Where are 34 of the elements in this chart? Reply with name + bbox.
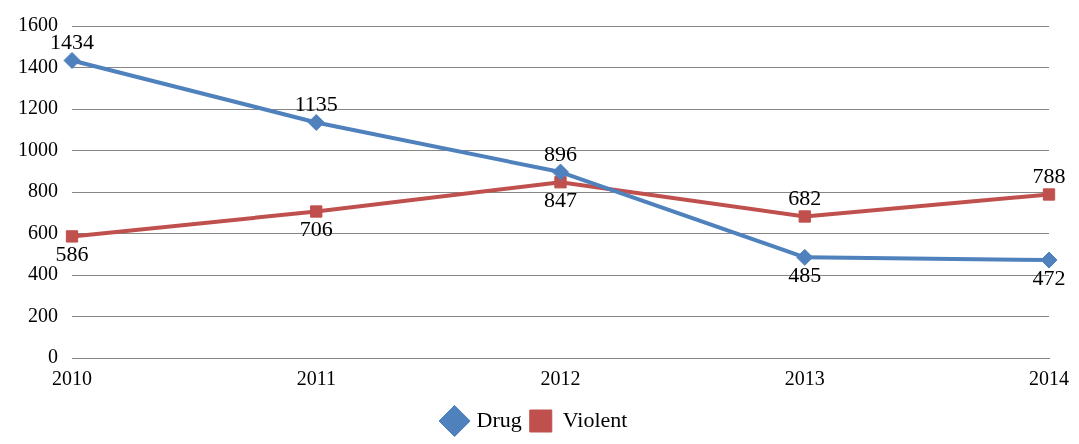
y-tick-label: 800 bbox=[28, 179, 58, 202]
point bbox=[65, 230, 79, 243]
point bbox=[552, 163, 569, 181]
y-tick-label: 1400 bbox=[18, 54, 58, 77]
point bbox=[1040, 251, 1058, 269]
legend-label: Drug bbox=[476, 406, 522, 432]
data-label: 896 bbox=[544, 140, 577, 166]
point bbox=[798, 210, 811, 223]
legend-label: Violent bbox=[562, 406, 628, 432]
data-label: 706 bbox=[299, 216, 333, 242]
point bbox=[307, 113, 325, 131]
point bbox=[1042, 188, 1056, 201]
y-tick-label: 1600 bbox=[18, 13, 58, 36]
y-tick-label: 0 bbox=[48, 345, 58, 368]
data-label: 472 bbox=[1032, 264, 1066, 290]
x-tick-label: 2013 bbox=[784, 367, 825, 390]
y-tick-label: 400 bbox=[28, 262, 58, 285]
data-label: 847 bbox=[544, 187, 577, 213]
data-label: 788 bbox=[1032, 163, 1066, 189]
x-tick-label: 2011 bbox=[296, 367, 336, 390]
data-label: 682 bbox=[788, 185, 822, 211]
data-label: 586 bbox=[55, 241, 89, 267]
y-tick-label: 1000 bbox=[18, 137, 58, 160]
point bbox=[63, 51, 81, 69]
x-tick-label: 2010 bbox=[52, 367, 92, 390]
data-label: 1135 bbox=[294, 91, 338, 117]
y-tick-label: 600 bbox=[28, 220, 58, 243]
data-label: 485 bbox=[788, 262, 822, 288]
y-tick-label: 200 bbox=[28, 303, 58, 326]
x-tick-label: 2014 bbox=[1029, 367, 1069, 390]
point bbox=[796, 248, 814, 266]
y-tick-label: 1200 bbox=[18, 96, 58, 119]
x-tick-label: 2012 bbox=[540, 367, 581, 390]
point bbox=[310, 205, 323, 218]
